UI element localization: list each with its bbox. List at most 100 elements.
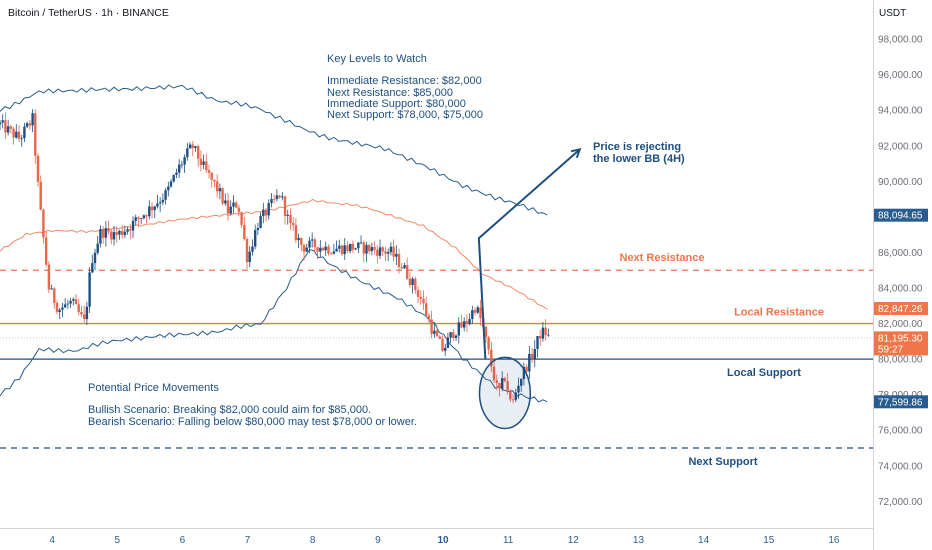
candle-body bbox=[411, 278, 414, 285]
bb-basis-line bbox=[0, 198, 548, 310]
price-badge bbox=[874, 331, 928, 356]
candle-body bbox=[221, 188, 224, 204]
candle-body bbox=[471, 310, 474, 319]
candle-body bbox=[286, 214, 289, 216]
candle-body bbox=[313, 239, 317, 248]
candle-body bbox=[226, 200, 230, 214]
candle-body bbox=[169, 181, 173, 187]
candle-body bbox=[167, 186, 170, 191]
horizontal-levels[interactable]: Next Resistance Local Resistance Local Sup… bbox=[0, 252, 873, 468]
candle-body bbox=[194, 146, 197, 148]
candle-body bbox=[254, 230, 257, 247]
candle-body bbox=[457, 322, 460, 336]
price-badge-label: 77,599.86 bbox=[878, 397, 923, 408]
candle-body bbox=[145, 215, 148, 217]
candle-body bbox=[36, 155, 40, 182]
candle-body bbox=[308, 240, 311, 248]
price-tick-label: 86,000.00 bbox=[878, 248, 923, 259]
candle-body bbox=[373, 247, 376, 250]
candle-body bbox=[224, 200, 227, 204]
candle-body bbox=[178, 164, 181, 173]
candle-body bbox=[273, 199, 276, 200]
level-label: Next Support bbox=[688, 456, 757, 468]
candle-body bbox=[251, 246, 254, 252]
candle-body bbox=[99, 229, 102, 244]
candle-body bbox=[156, 203, 159, 207]
candle-body bbox=[245, 239, 249, 263]
candle-body bbox=[142, 215, 146, 219]
time-tick-label: 9 bbox=[375, 535, 381, 546]
time-axis[interactable]: 4 5 6 7 8 9 10 11 12 13 14 15 16 bbox=[49, 535, 840, 546]
candle-body bbox=[66, 303, 70, 305]
candle-body bbox=[511, 399, 515, 401]
movements-title: Potential Price Movements bbox=[88, 382, 219, 394]
candle-body bbox=[289, 214, 292, 223]
candle-body bbox=[72, 299, 75, 301]
candle-body bbox=[381, 247, 384, 252]
candle-body bbox=[349, 243, 352, 252]
candle-body bbox=[0, 122, 2, 125]
candle-body bbox=[539, 336, 542, 339]
candle-body bbox=[102, 229, 105, 238]
time-tick-label: 5 bbox=[114, 535, 120, 546]
candle-body bbox=[509, 391, 512, 400]
price-badge-label: 88,094.65 bbox=[878, 211, 923, 222]
candle-body bbox=[42, 209, 45, 238]
price-tick-label: 92,000.00 bbox=[878, 141, 923, 152]
candle-body bbox=[44, 237, 48, 265]
candle-body bbox=[346, 245, 349, 251]
candle-body bbox=[503, 378, 507, 381]
price-badge bbox=[874, 302, 928, 315]
candle-body bbox=[115, 232, 118, 235]
candle-body bbox=[83, 314, 86, 319]
candle-body bbox=[202, 161, 205, 165]
bb-lower-line bbox=[0, 249, 548, 403]
candle-body bbox=[321, 247, 325, 251]
candle-body bbox=[536, 336, 539, 349]
arrow-note-line: Price is rejecting bbox=[593, 141, 681, 153]
chart-title: Bitcoin / TetherUS · 1h · BINANCE bbox=[8, 7, 169, 19]
candle-body bbox=[232, 202, 235, 207]
candle-body bbox=[438, 336, 441, 339]
drawings[interactable] bbox=[477, 147, 582, 430]
candle-body bbox=[25, 123, 29, 127]
arrow-note-line: the lower BB (4H) bbox=[593, 153, 685, 165]
candle-body bbox=[61, 307, 64, 310]
candle-body bbox=[248, 251, 251, 263]
level-label: Local Support bbox=[727, 367, 801, 379]
candle-body bbox=[384, 251, 387, 254]
price-axis[interactable]: 98,000.00 96,000.00 94,000.00 92,000.00 90,0… bbox=[878, 35, 923, 508]
candle-body bbox=[197, 146, 200, 159]
arrow-head bbox=[570, 147, 582, 159]
candle-body bbox=[416, 289, 420, 297]
candle-body bbox=[406, 265, 409, 279]
candle-body bbox=[264, 209, 268, 216]
candle-body bbox=[207, 170, 211, 173]
price-badge-label: 81,195.30 bbox=[878, 333, 923, 344]
candle-body bbox=[498, 383, 501, 389]
candle-body bbox=[53, 288, 56, 303]
candle-body bbox=[487, 337, 490, 350]
candle-body bbox=[137, 217, 140, 219]
candle-body bbox=[28, 123, 32, 126]
candle-body bbox=[148, 206, 151, 217]
price-tick-label: 94,000.00 bbox=[878, 106, 923, 117]
time-tick-label: 12 bbox=[568, 535, 580, 546]
price-tick-label: 98,000.00 bbox=[878, 35, 923, 46]
candle-body bbox=[121, 230, 124, 235]
price-tick-label: 90,000.00 bbox=[878, 177, 923, 188]
candle-body bbox=[175, 172, 178, 175]
candle-body bbox=[188, 144, 192, 149]
candle-body bbox=[492, 366, 496, 381]
candle-body bbox=[91, 263, 94, 273]
candle-body bbox=[520, 379, 523, 386]
price-badge-countdown: 59:27 bbox=[878, 344, 903, 355]
candle-body bbox=[441, 338, 444, 351]
price-tick-label: 74,000.00 bbox=[878, 461, 923, 472]
time-tick-label: 7 bbox=[245, 535, 251, 546]
price-tick-label: 76,000.00 bbox=[878, 426, 923, 437]
arrow-drawing bbox=[477, 148, 581, 360]
candle-body bbox=[50, 288, 53, 290]
